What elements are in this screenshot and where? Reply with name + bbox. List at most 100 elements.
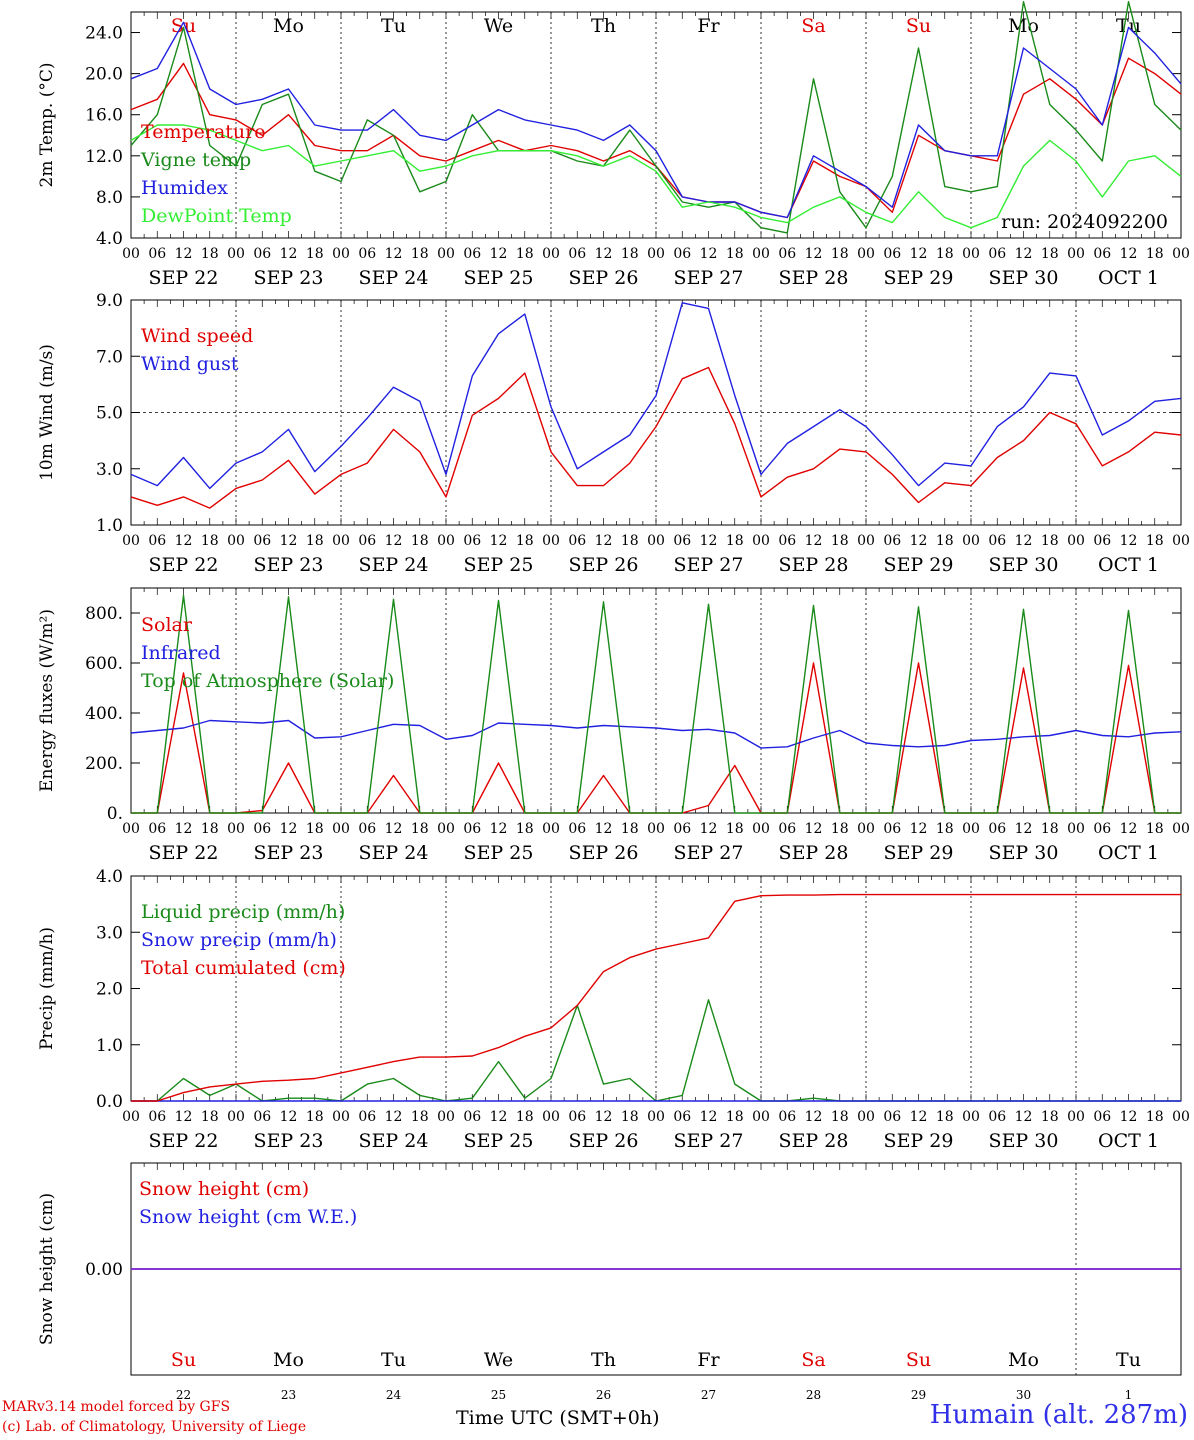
hour-tick-label: 00 <box>1067 533 1085 549</box>
hour-tick-label: 12 <box>490 821 508 837</box>
hour-tick-label: 06 <box>778 1109 796 1125</box>
hour-tick-label: 00 <box>332 533 350 549</box>
hour-tick-label: 00 <box>542 246 560 262</box>
date-label: SEP 27 <box>674 1130 744 1152</box>
run-label: run: 2024092200 <box>1001 211 1168 233</box>
weekday-label: We <box>484 1349 513 1371</box>
date-label: OCT 1 <box>1098 842 1159 864</box>
hour-tick-label: 18 <box>516 1109 534 1125</box>
hour-tick-label: 12 <box>280 533 298 549</box>
date-label: OCT 1 <box>1098 554 1159 576</box>
hour-tick-label: 18 <box>1041 246 1059 262</box>
hour-tick-label: 18 <box>201 533 219 549</box>
weekday-label: Tu <box>381 15 406 37</box>
hour-tick-label: 18 <box>831 1109 849 1125</box>
hour-tick-label: 12 <box>1015 246 1033 262</box>
hour-tick-label: 00 <box>122 533 140 549</box>
hour-tick-label: 06 <box>883 1109 901 1125</box>
hour-tick-label: 12 <box>595 246 613 262</box>
hour-tick-label: 00 <box>227 533 245 549</box>
hour-tick-label: 00 <box>1067 1109 1085 1125</box>
hour-tick-label: 12 <box>385 821 403 837</box>
day-number-label: 23 <box>281 1388 296 1400</box>
station-label: Humain (alt. 287m) <box>929 1400 1188 1430</box>
y-axis-label: Snow height (cm) <box>37 1193 57 1345</box>
series-line-3 <box>131 893 1181 1102</box>
chart-panel-4: 0.0 1.0 2.0 3.0 4.0 Precip (mm/h) 00 06 12 18 SEP … <box>37 867 1190 1152</box>
hour-tick-label: 18 <box>1041 1109 1059 1125</box>
y-tick-label: 4.0 <box>96 229 123 249</box>
hour-tick-label: 00 <box>437 533 455 549</box>
hour-tick-label: 12 <box>490 1109 508 1125</box>
hour-tick-label: 06 <box>463 533 481 549</box>
chart-panel-5: 0.00 Snow height (cm) Su 22 Mo 23 Tu 24 We 25 Th 26… <box>37 1162 1182 1400</box>
y-tick-label: 1.0 <box>96 1036 123 1056</box>
date-label: SEP 30 <box>989 554 1059 576</box>
legend-label: Snow precip (mm/h) <box>141 929 337 951</box>
hour-tick-label: 12 <box>1015 1109 1033 1125</box>
hour-tick-label: 00 <box>857 246 875 262</box>
date-label: SEP 28 <box>779 554 849 576</box>
weekday-label: Su <box>171 15 196 37</box>
y-tick-label: 5.0 <box>96 404 123 424</box>
hour-tick-label: 06 <box>253 1109 271 1125</box>
hour-tick-label: 18 <box>621 246 639 262</box>
hour-tick-label: 18 <box>516 246 534 262</box>
hour-tick-label: 12 <box>175 821 193 837</box>
date-label: SEP 22 <box>149 842 219 864</box>
hour-tick-label: 00 <box>647 821 665 837</box>
y-tick-label: 16.0 <box>85 106 123 126</box>
hour-tick-label: 18 <box>936 1109 954 1125</box>
date-label: SEP 25 <box>464 267 534 289</box>
date-label: SEP 24 <box>359 842 429 864</box>
hour-tick-label: 00 <box>1172 246 1190 262</box>
hour-tick-label: 18 <box>201 1109 219 1125</box>
hour-tick-label: 06 <box>673 821 691 837</box>
day-number-label: 22 <box>176 1388 191 1400</box>
hour-tick-label: 18 <box>726 533 744 549</box>
hour-tick-label: 12 <box>490 246 508 262</box>
y-axis-label: 10m Wind (m/s) <box>37 344 57 481</box>
hour-tick-label: 06 <box>253 821 271 837</box>
hour-tick-label: 00 <box>542 533 560 549</box>
date-label: SEP 26 <box>569 1130 639 1152</box>
hour-tick-label: 06 <box>568 1109 586 1125</box>
hour-tick-label: 06 <box>463 1109 481 1125</box>
hour-tick-label: 18 <box>726 821 744 837</box>
hour-tick-label: 06 <box>568 246 586 262</box>
hour-tick-label: 06 <box>358 246 376 262</box>
hour-tick-label: 06 <box>568 533 586 549</box>
hour-tick-label: 00 <box>1172 1109 1190 1125</box>
hour-tick-label: 06 <box>883 246 901 262</box>
hour-tick-label: 06 <box>883 533 901 549</box>
date-label: SEP 27 <box>674 554 744 576</box>
hour-tick-label: 00 <box>962 246 980 262</box>
hour-tick-label: 06 <box>463 246 481 262</box>
y-tick-label: 600. <box>85 654 123 674</box>
legend-label: Solar <box>141 614 193 636</box>
series-line-1 <box>130 366 1182 509</box>
hour-tick-label: 18 <box>201 821 219 837</box>
hour-tick-label: 12 <box>1120 1109 1138 1125</box>
hour-tick-label: 00 <box>437 1109 455 1125</box>
series-line-2 <box>130 719 1182 749</box>
date-label: SEP 28 <box>779 1130 849 1152</box>
weekday-label: Fr <box>697 15 720 37</box>
hour-tick-label: 18 <box>621 1109 639 1125</box>
date-label: SEP 22 <box>149 554 219 576</box>
y-tick-label: 3.0 <box>96 923 123 943</box>
y-axis-label: 2m Temp. (°C) <box>37 62 57 187</box>
hour-tick-label: 06 <box>358 821 376 837</box>
day-number-label: 29 <box>911 1388 926 1400</box>
weekday-label: Sa <box>801 15 825 37</box>
day-number-label: 27 <box>701 1388 716 1400</box>
hour-tick-label: 06 <box>988 821 1006 837</box>
hour-tick-label: 00 <box>227 821 245 837</box>
hour-tick-label: 18 <box>1146 821 1164 837</box>
weekday-label: Mo <box>1008 1349 1039 1371</box>
hour-tick-label: 12 <box>805 821 823 837</box>
hour-tick-label: 06 <box>778 821 796 837</box>
hour-tick-label: 06 <box>988 533 1006 549</box>
weekday-label: Th <box>591 15 616 37</box>
hour-tick-label: 18 <box>306 821 324 837</box>
